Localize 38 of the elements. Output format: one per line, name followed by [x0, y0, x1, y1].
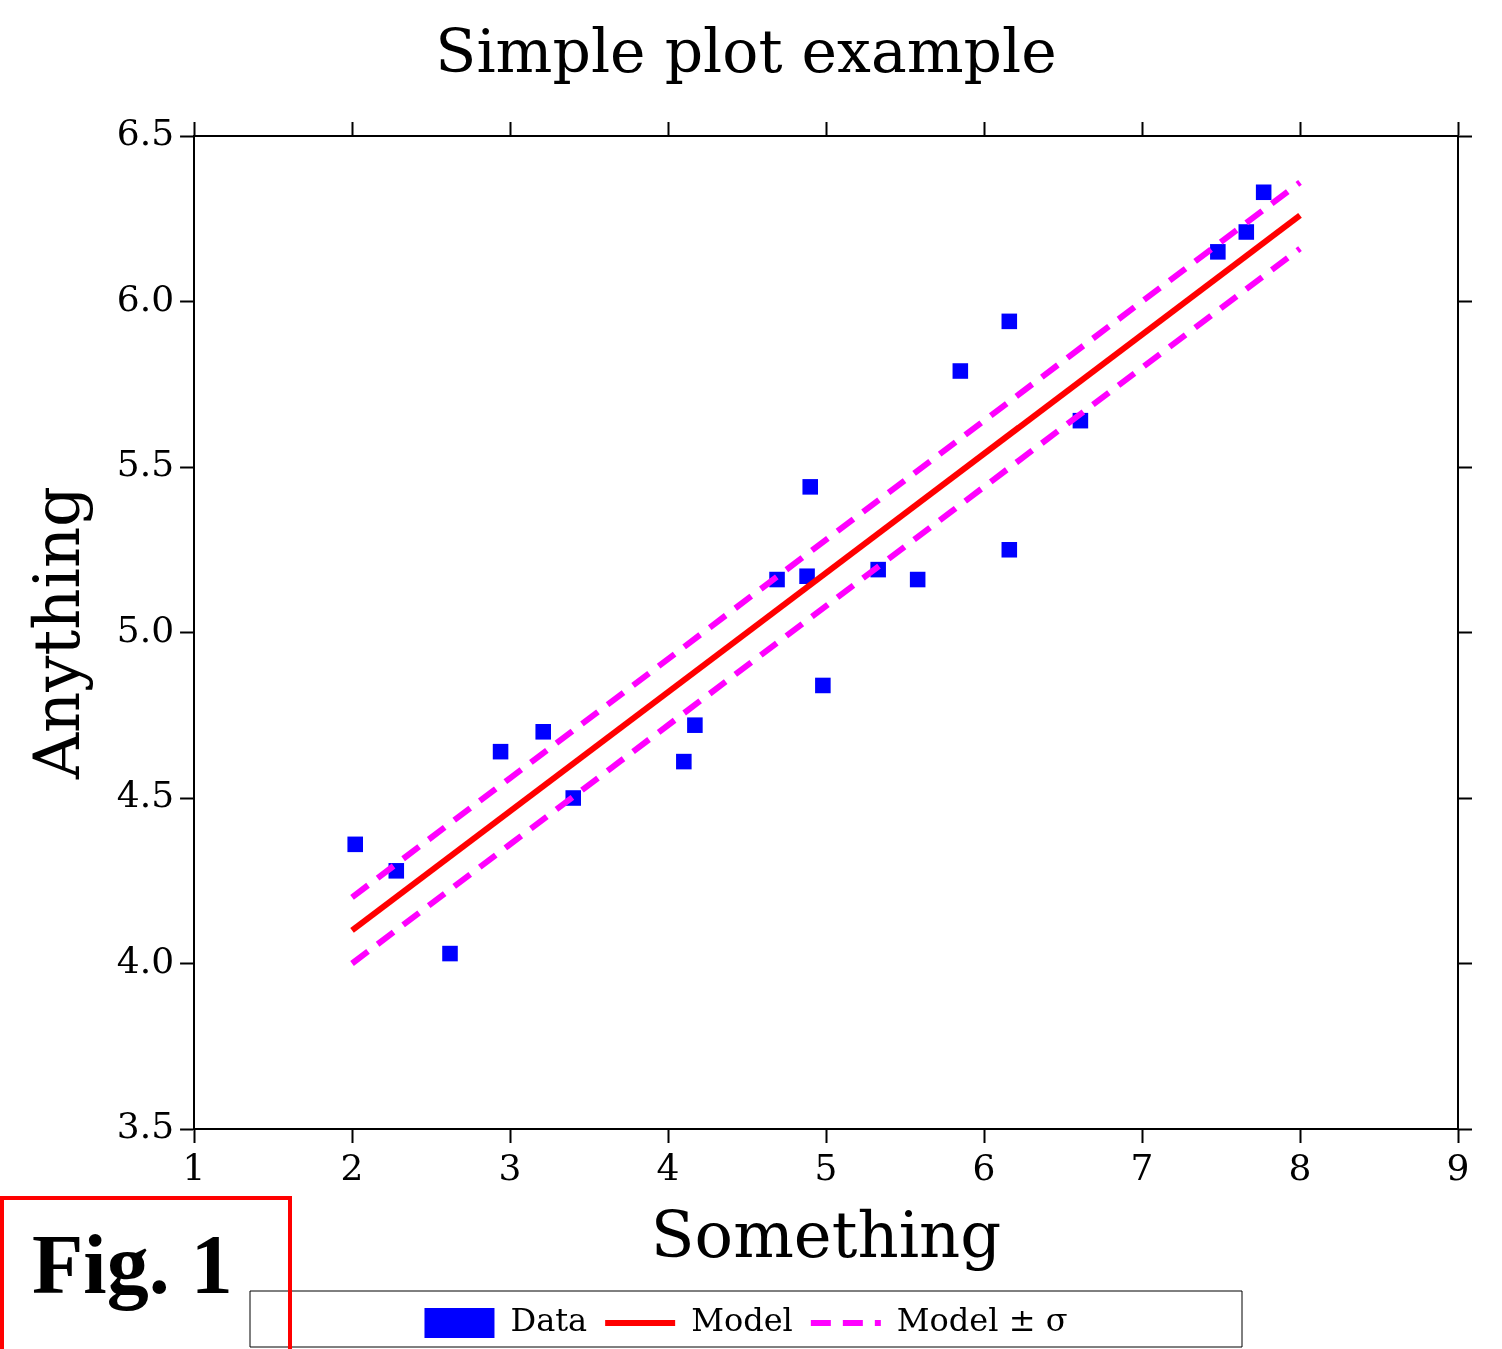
- legend-label: Model: [691, 1301, 793, 1340]
- point: [802, 479, 819, 495]
- y-tick-label: 5.0: [116, 608, 175, 650]
- point: [815, 677, 831, 694]
- y-tick-label: 6.5: [116, 112, 175, 154]
- point: [687, 717, 703, 733]
- x-tick-label: 6: [972, 1146, 996, 1188]
- x-tick-label: 1: [182, 1146, 206, 1188]
- legend-label: Data: [510, 1301, 588, 1340]
- y-tick-label: 6.0: [116, 277, 175, 319]
- legend-label: Model ± σ: [896, 1301, 1068, 1340]
- x-tick-label: 3: [498, 1146, 522, 1188]
- chart-title: Simple plot example: [435, 15, 1057, 86]
- point: [1255, 184, 1272, 201]
- x-tick-label: 5: [814, 1146, 838, 1188]
- point: [1001, 541, 1018, 558]
- point: [347, 836, 363, 853]
- point: [492, 743, 509, 760]
- caption: Fig. 1: [0, 1196, 292, 1349]
- y-tick-label: 4.5: [116, 774, 175, 816]
- point: [952, 363, 969, 379]
- y-tick-label: 5.5: [116, 443, 175, 485]
- x-tick-label: 4: [656, 1146, 680, 1188]
- point: [909, 571, 926, 588]
- point: [442, 945, 458, 962]
- point: [1001, 313, 1018, 330]
- x-tick-label: 2: [340, 1146, 364, 1188]
- x-axis-title: Something: [650, 1198, 1002, 1273]
- point: [676, 753, 692, 770]
- point: [1238, 224, 1255, 240]
- point: [1210, 244, 1226, 260]
- y-tick-label: 3.5: [116, 1105, 175, 1147]
- x-tick-label: 9: [1446, 1146, 1470, 1188]
- x-tick-label: 7: [1130, 1146, 1154, 1188]
- y-tick-label: 4.0: [116, 939, 175, 981]
- point: [535, 724, 551, 740]
- x-tick-label: 8: [1288, 1146, 1312, 1188]
- y-axis-title: Anything: [20, 485, 95, 781]
